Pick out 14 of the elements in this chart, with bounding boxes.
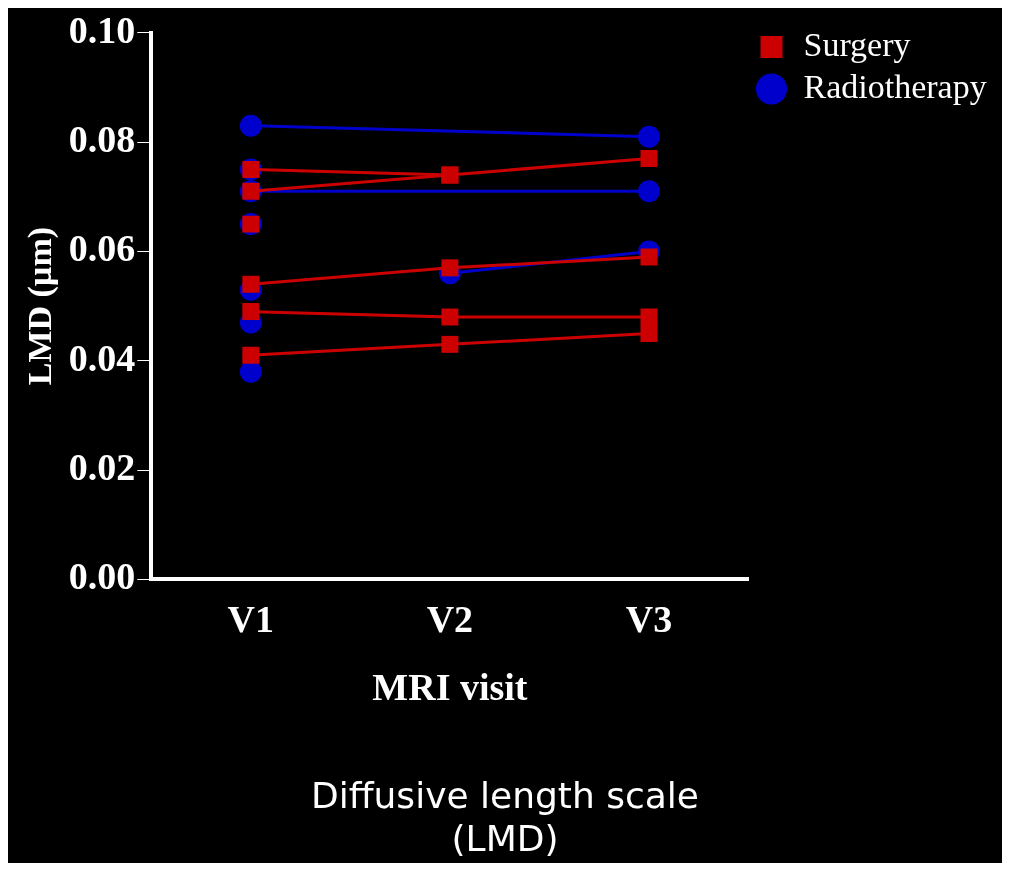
- legend-label: Radiotherapy: [803, 67, 987, 105]
- x-tick-label: V1: [227, 598, 275, 641]
- x-axis-title: MRI visit: [372, 665, 528, 708]
- x-tick-label: V2: [426, 598, 474, 641]
- y-tick-label: 0.08: [68, 117, 136, 160]
- y-tick-label: 0.04: [68, 336, 136, 379]
- text: Diffusive length scale (LMD): [311, 774, 699, 859]
- legend-label: Surgery: [803, 25, 911, 63]
- y-tick-label: 0.06: [68, 227, 136, 270]
- x-tick-label: V3: [625, 598, 673, 641]
- y-tick-label: 0.00: [68, 555, 136, 598]
- y-tick-label: 0.02: [68, 445, 136, 488]
- y-tick-label: 0.10: [68, 8, 136, 51]
- y-axis-title: LMD (µm): [21, 226, 60, 386]
